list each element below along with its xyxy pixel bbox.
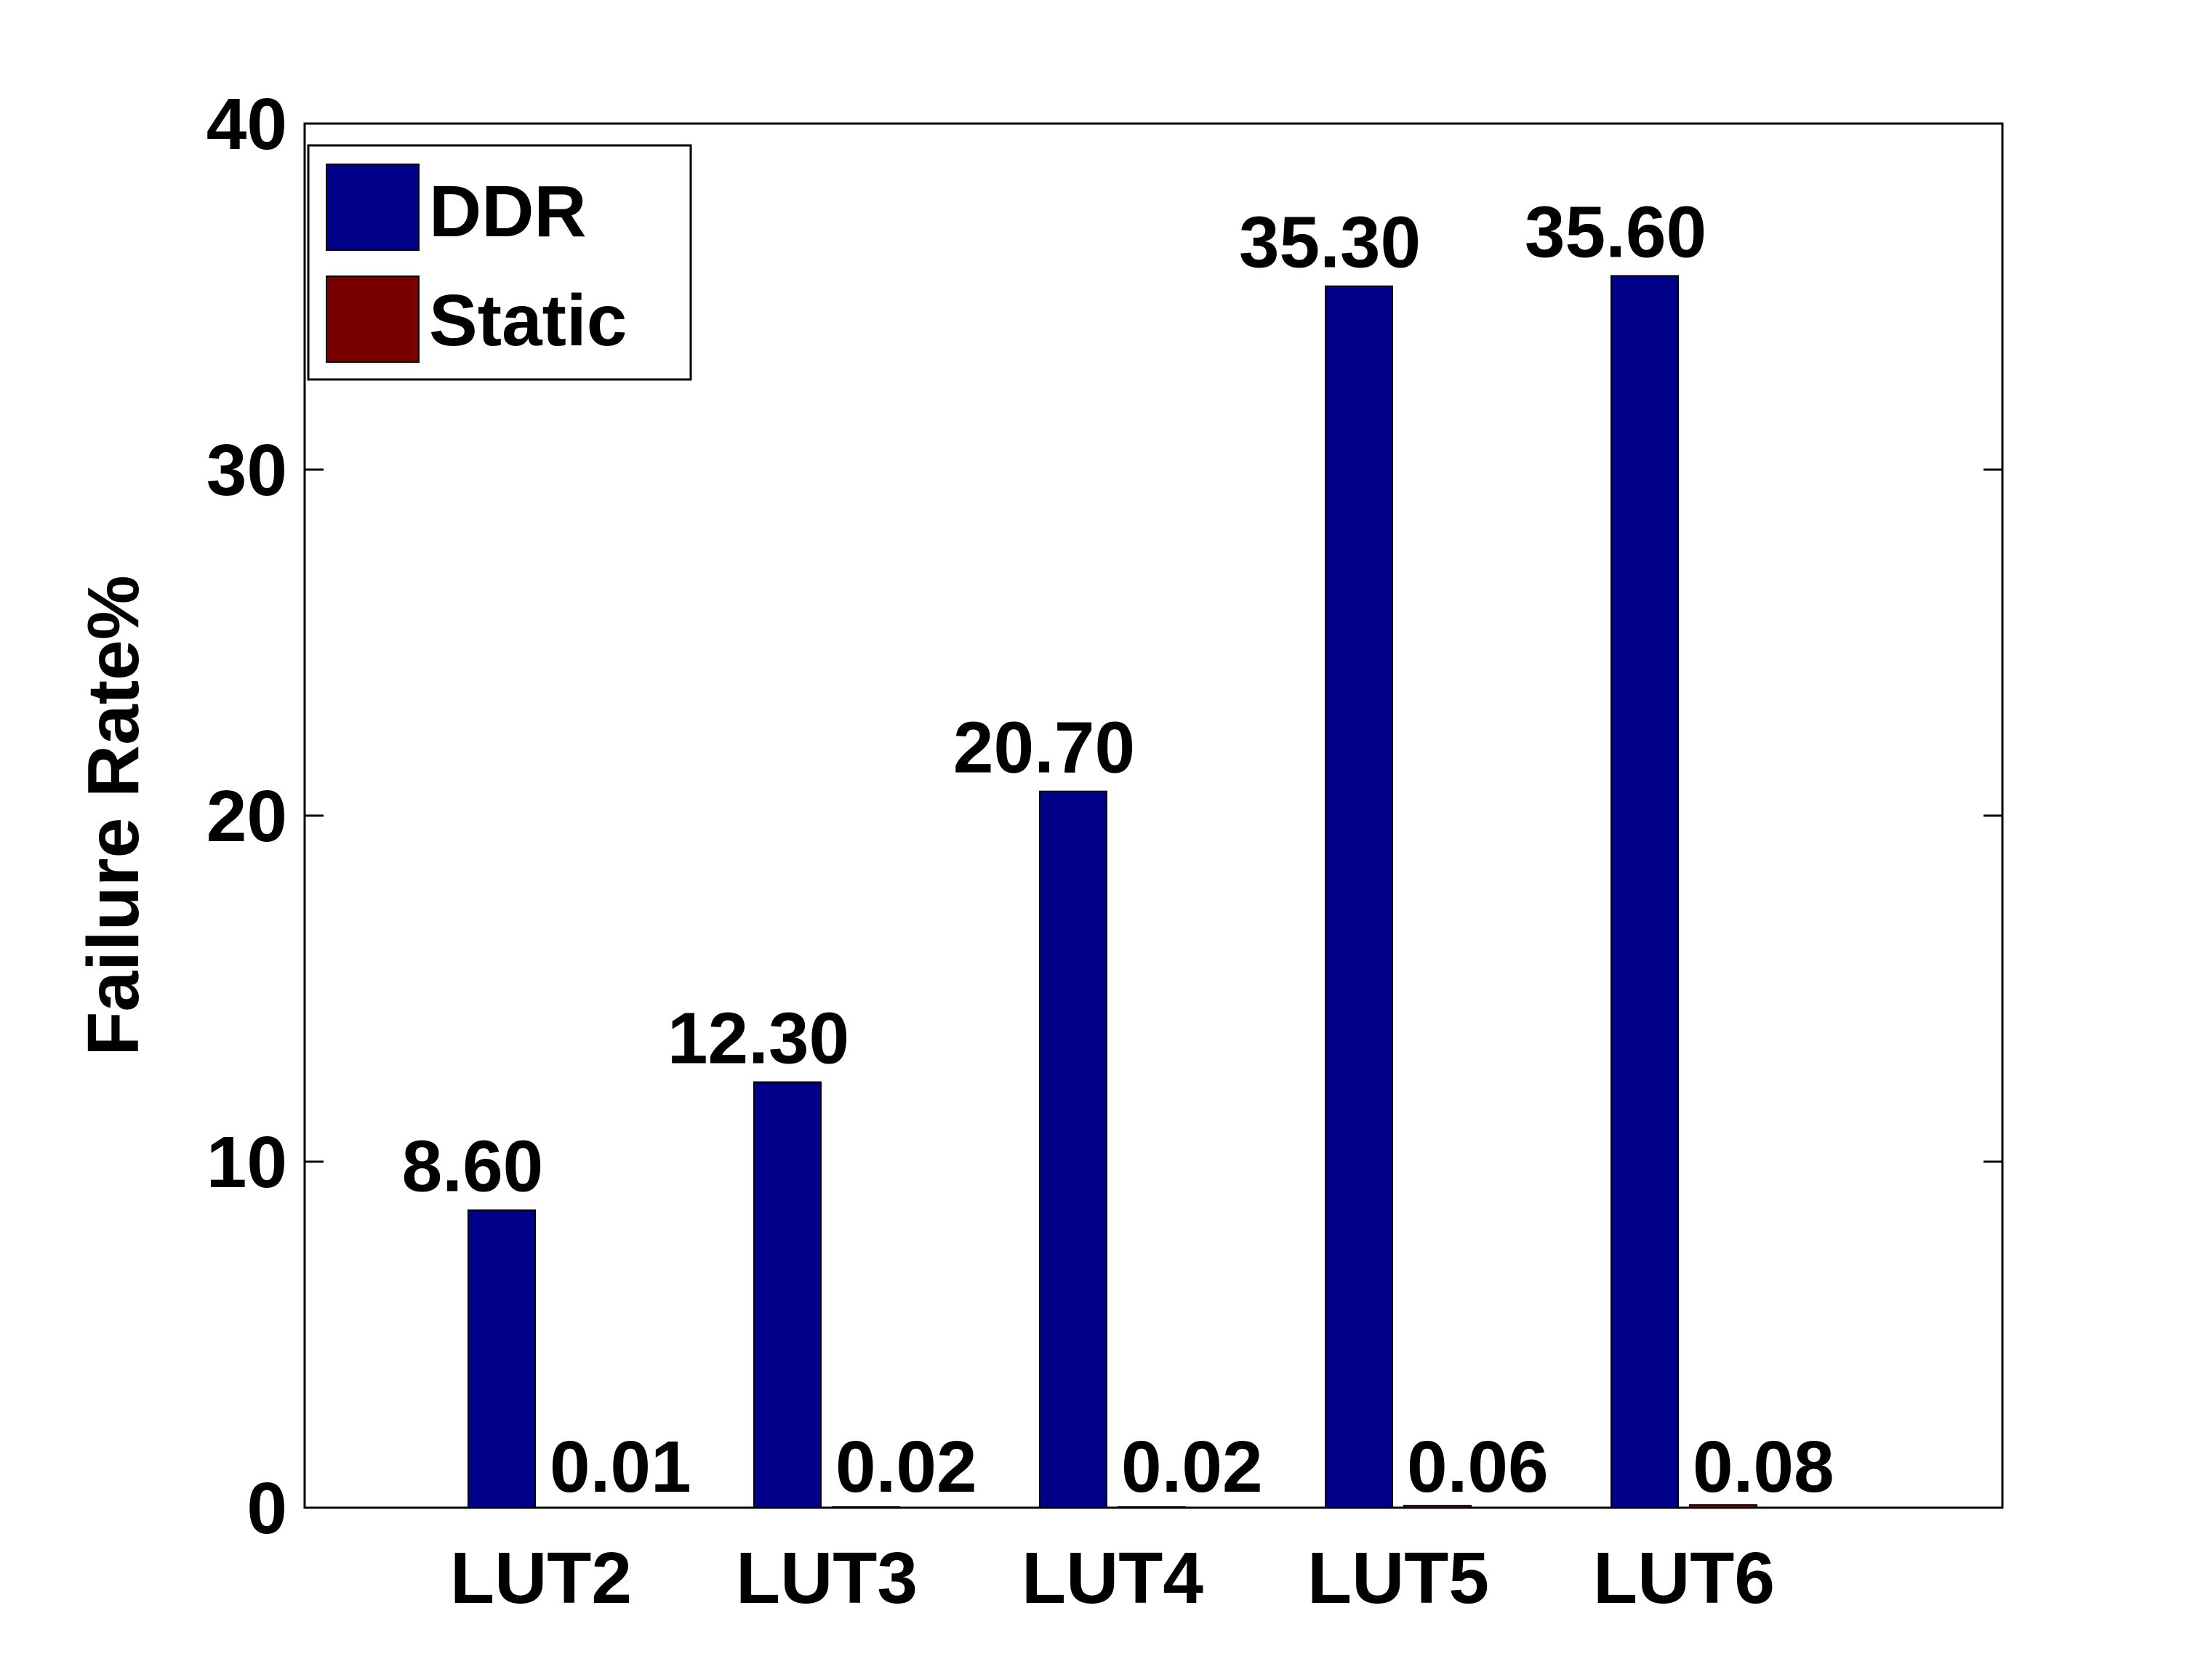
data-label-ddr-lut2: 8.60 [402, 1126, 544, 1207]
y-tick-label-2: 20 [206, 776, 287, 857]
bar-ddr-lut4 [1040, 792, 1107, 1508]
x-category-label-lut5: LUT5 [1307, 1538, 1489, 1619]
legend: DDR Static [308, 145, 691, 379]
data-label-ddr-lut3: 12.30 [667, 998, 849, 1080]
data-label-static-lut5: 0.06 [1407, 1426, 1549, 1508]
y-tick-label-4: 40 [206, 84, 287, 165]
x-category-label-lut6: LUT6 [1593, 1538, 1775, 1619]
legend-label-static: Static [429, 280, 627, 361]
x-category-label-lut3: LUT3 [736, 1538, 918, 1619]
bar-ddr-lut2 [468, 1210, 535, 1508]
data-label-static-lut6: 0.08 [1693, 1426, 1834, 1508]
data-label-ddr-lut6: 35.60 [1525, 191, 1706, 273]
bar-ddr-lut6 [1611, 276, 1678, 1508]
data-label-static-lut2: 0.01 [550, 1426, 691, 1508]
data-label-static-lut4: 0.02 [1121, 1426, 1263, 1508]
y-tick-label-0: 0 [246, 1468, 287, 1549]
bar-ddr-lut3 [754, 1082, 821, 1508]
data-label-ddr-lut4: 20.70 [953, 707, 1135, 789]
bar-ddr-lut5 [1325, 286, 1392, 1508]
data-label-ddr-lut5: 35.30 [1239, 202, 1421, 284]
x-category-label-lut4: LUT4 [1022, 1538, 1203, 1619]
data-label-static-lut3: 0.02 [835, 1426, 977, 1508]
y-tick-label-3: 30 [206, 430, 287, 511]
legend-swatch-ddr [326, 164, 419, 250]
x-category-label-lut2: LUT2 [450, 1538, 632, 1619]
legend-swatch-static [326, 276, 419, 362]
legend-label-ddr: DDR [429, 171, 587, 252]
y-axis-title: Failure Rate% [73, 575, 154, 1056]
y-tick-label-1: 10 [206, 1122, 287, 1203]
